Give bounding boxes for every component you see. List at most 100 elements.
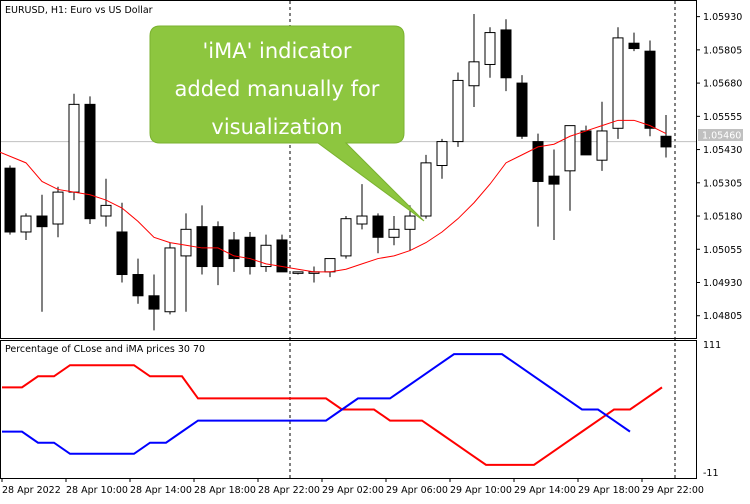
candle-body	[228, 239, 240, 260]
candle	[260, 234, 272, 272]
candle	[68, 93, 80, 201]
time-axis-label: 29 Apr 10:00	[450, 485, 512, 496]
time-axis-label: 28 Apr 10:00	[66, 485, 128, 496]
candle-body	[532, 141, 544, 182]
candle	[452, 72, 464, 147]
candle	[116, 202, 128, 283]
price-axis-label: 1.05055	[703, 245, 742, 256]
candle-body	[420, 162, 432, 217]
indicator-series-blue-line	[2, 353, 631, 455]
candle-body	[68, 103, 80, 193]
candle-body	[20, 215, 32, 233]
callout-line-1: 'iMA' indicator	[203, 39, 352, 63]
callout-bubble	[149, 25, 425, 222]
price-axis: 1.05930 1.05805 1.05680 1.05555 1.05430 1.053…	[696, 12, 742, 322]
candle	[388, 216, 400, 246]
price-axis-label: 1.04930	[703, 278, 742, 289]
candle	[548, 149, 560, 240]
candle-body	[500, 29, 512, 79]
indicator-lines	[2, 353, 663, 466]
candle-body	[612, 37, 624, 129]
candle	[292, 271, 304, 275]
annotation-callout: 'iMA' indicator added manually for visua…	[149, 25, 425, 222]
candle	[132, 258, 144, 304]
candle-body	[292, 271, 304, 274]
candle	[468, 13, 480, 108]
candle-body	[212, 226, 224, 268]
candle-body	[244, 236, 256, 268]
current-price-tag	[698, 129, 743, 141]
candle	[500, 19, 512, 92]
candle-body	[596, 130, 608, 161]
ima-moving-average-line	[0, 119, 667, 273]
candle-body	[404, 215, 416, 230]
candle-body	[52, 191, 64, 225]
candle	[84, 96, 96, 225]
indicator-subwindow-frame	[0, 340, 697, 479]
candle-body	[388, 228, 400, 238]
time-axis: 28 Apr 2022 28 Apr 10:00 28 Apr 14:00 28 Ap…	[1, 478, 704, 496]
candle-body	[484, 32, 496, 65]
indicator-title: Percentage of CLose and iMA prices 30 70	[5, 344, 205, 355]
candle-body	[100, 204, 112, 217]
time-axis-label: 29 Apr 18:00	[578, 485, 640, 496]
candle-body	[132, 274, 144, 297]
candle-body	[356, 215, 368, 225]
time-axis-label: 28 Apr 14:00	[130, 485, 192, 496]
candle-body	[548, 175, 560, 185]
candle	[612, 27, 624, 139]
time-axis-label: 28 Apr 18:00	[194, 485, 256, 496]
candle-body	[372, 215, 384, 238]
time-axis-label: 29 Apr 06:00	[386, 485, 448, 496]
candle-body	[36, 215, 48, 228]
time-axis-label: 29 Apr 14:00	[514, 485, 576, 496]
candle-body	[148, 295, 160, 310]
candle-body	[580, 130, 592, 156]
callout-line-2: added manually for	[175, 77, 380, 101]
candle	[516, 75, 528, 139]
candle-body	[116, 231, 128, 276]
candle-body	[628, 42, 640, 50]
time-axis-label: 29 Apr 02:00	[322, 485, 384, 496]
candle	[564, 125, 576, 211]
candle	[644, 40, 656, 137]
price-axis-label: 1.05430	[703, 145, 742, 156]
candle	[532, 133, 544, 227]
main-chart-frame	[0, 0, 697, 339]
candle	[356, 184, 368, 230]
candle-body	[84, 103, 96, 220]
candle	[436, 138, 448, 179]
candle	[180, 213, 192, 312]
candle	[52, 186, 64, 238]
candle	[228, 231, 240, 272]
candle-body	[436, 141, 448, 167]
candle	[100, 178, 112, 227]
candle-body	[468, 61, 480, 87]
candle	[36, 194, 48, 312]
candle-body	[180, 228, 192, 257]
candle-body	[260, 244, 272, 268]
candle-body	[276, 239, 288, 273]
candle-body	[644, 50, 656, 129]
candle	[148, 274, 160, 331]
candle	[420, 154, 432, 219]
candle	[628, 32, 640, 52]
candle	[196, 205, 208, 275]
candle	[340, 216, 352, 259]
candle-body	[340, 218, 352, 257]
callout-line-3: visualization	[211, 115, 342, 139]
time-axis-label: 28 Apr 2022	[2, 485, 61, 496]
price-axis-label: 1.05805	[703, 45, 742, 56]
candle-body	[452, 79, 464, 143]
price-axis-label: 1.05305	[703, 178, 742, 189]
candle-body	[324, 258, 336, 273]
time-axis-label: 29 Apr 22:00	[642, 485, 704, 496]
chart-title: EURUSD, H1: Euro vs US Dollar	[5, 5, 153, 16]
candle	[20, 213, 32, 240]
candles	[4, 13, 672, 331]
candle	[484, 27, 496, 78]
candle	[324, 258, 336, 278]
candle	[212, 221, 224, 286]
